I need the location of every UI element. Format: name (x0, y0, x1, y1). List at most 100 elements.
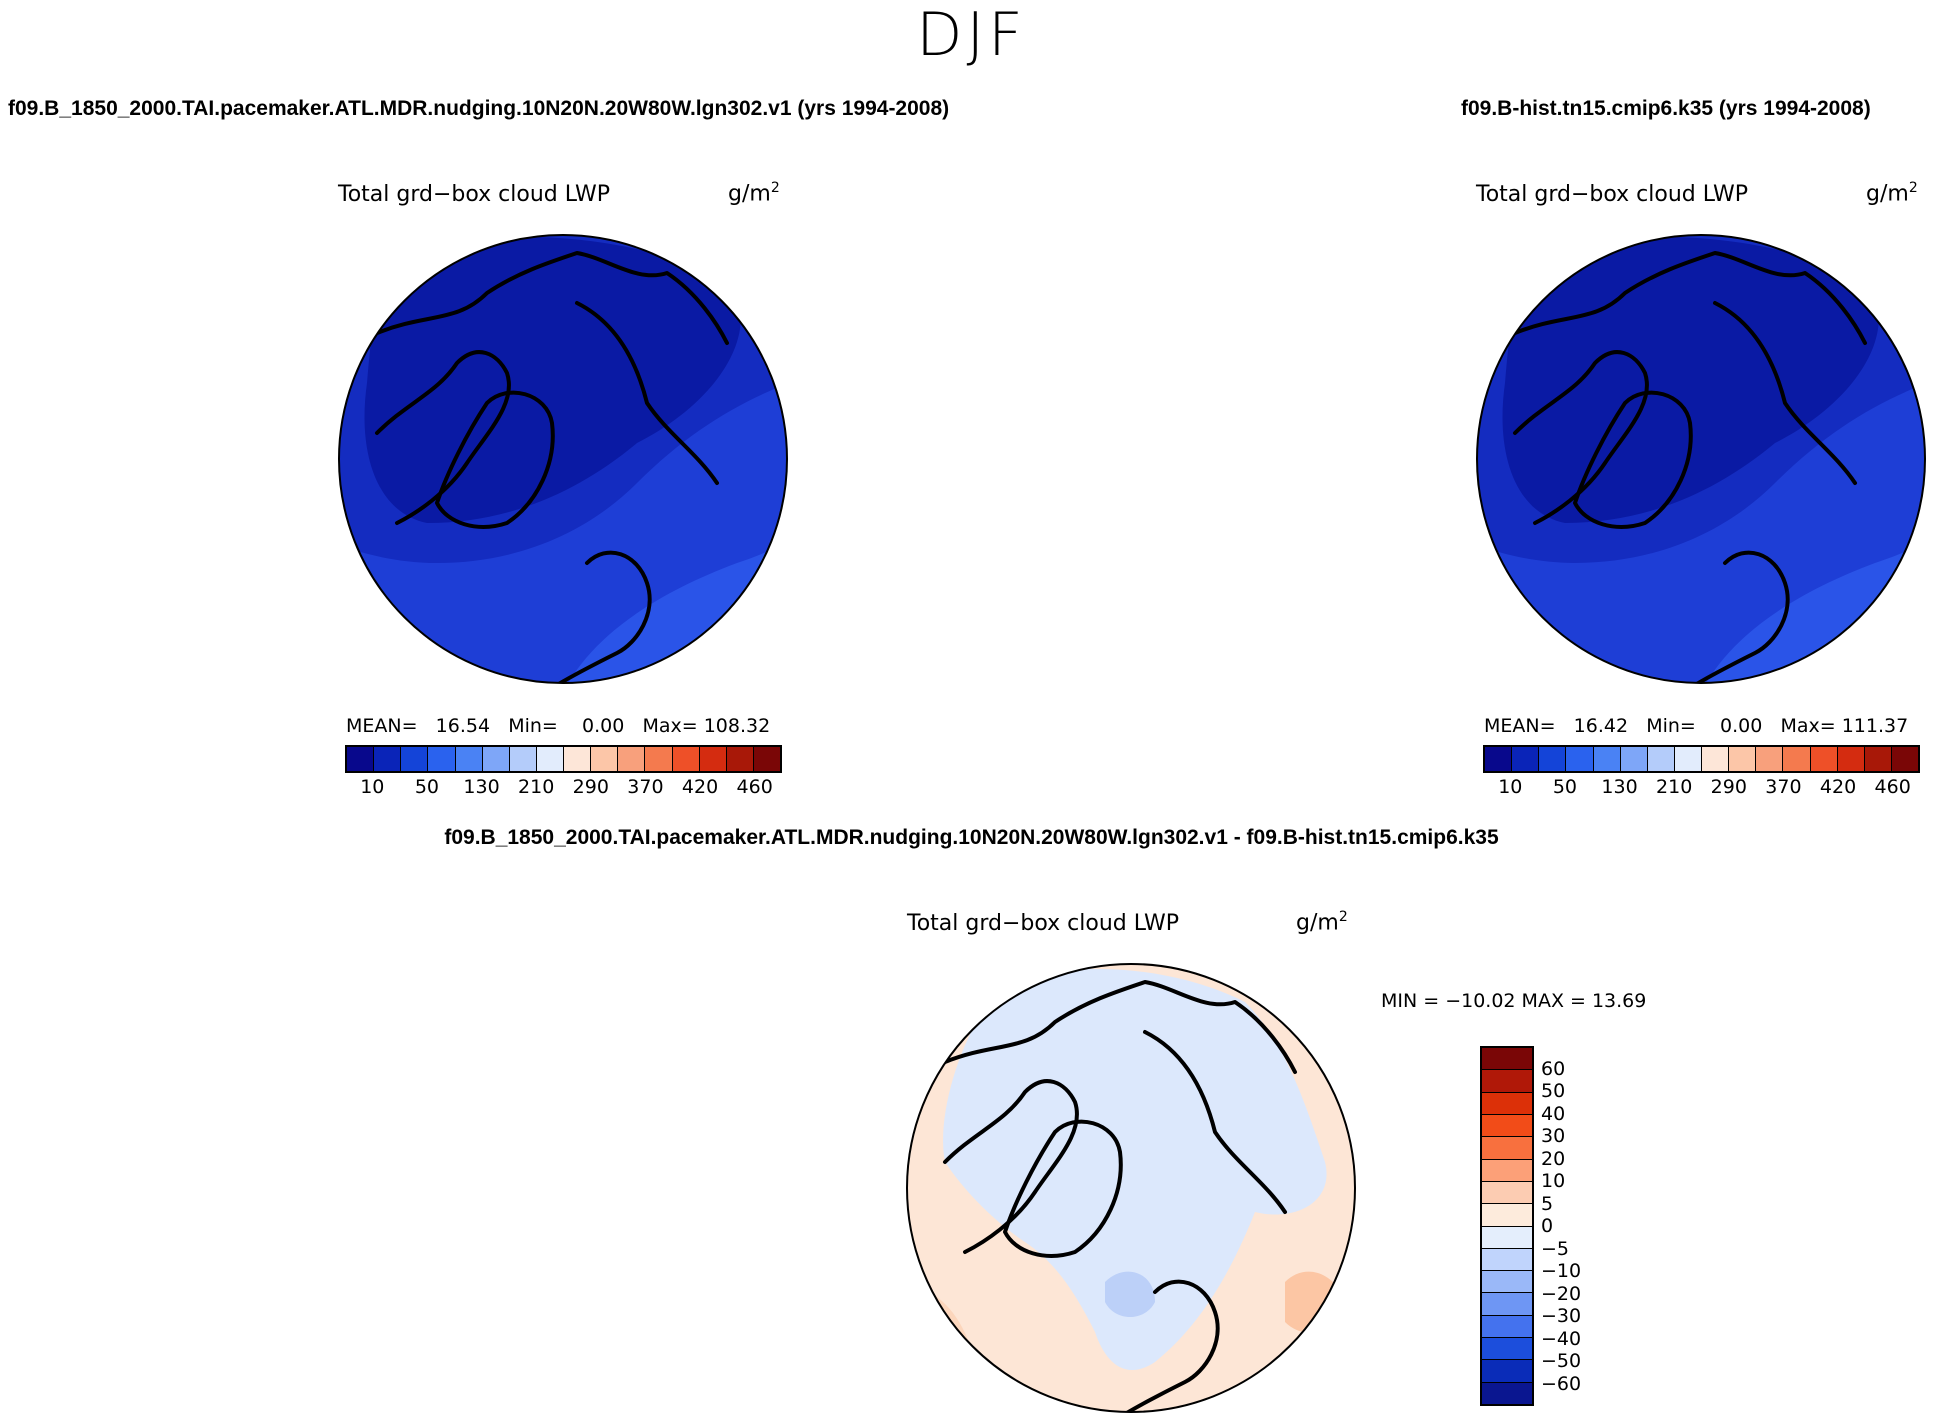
diff-colorbar-tick: −40 (1541, 1327, 1582, 1350)
left-stats: MEAN= 16.54 Min= 0.00 Max= 108.32 (346, 715, 771, 737)
left-polar-map (338, 234, 788, 684)
left-colorbar-tick: 460 (736, 776, 773, 798)
diff-colorbar-tick: −5 (1541, 1237, 1570, 1260)
diff-colorbar-segment (1482, 1315, 1532, 1339)
right-colorbar-segment (1837, 747, 1865, 771)
diff-map-negative-patch (1105, 1271, 1155, 1317)
left-colorbar-segment (645, 747, 673, 771)
left-colorbar-segment (753, 747, 780, 771)
right-units-label: g/m2 (1866, 180, 1918, 207)
diff-colorbar-segment (1482, 1248, 1532, 1272)
left-colorbar (345, 745, 782, 773)
diff-colorbar-tick: −50 (1541, 1350, 1582, 1372)
right-stats: MEAN= 16.42 Min= 0.00 Max= 111.37 (1484, 715, 1909, 737)
diff-colorbar-tick: −30 (1541, 1305, 1582, 1327)
diff-map-border (906, 963, 1356, 1413)
right-map-coastline-canada (1513, 350, 1649, 525)
right-colorbar (1483, 745, 1920, 773)
left-colorbar-segment (726, 747, 754, 771)
diff-colorbar-segment (1482, 1271, 1532, 1294)
right-colorbar-segment (1810, 747, 1838, 771)
left-colorbar-segment (374, 747, 402, 771)
right-map-border (1476, 234, 1926, 684)
left-colorbar-ticks: 10 50 130 210 290 370 420 460 (345, 776, 782, 800)
left-colorbar-segment (509, 747, 537, 771)
right-colorbar-segment (1729, 747, 1757, 771)
left-case-title: f09.B_1850_2000.TAI.pacemaker.ATL.MDR.nu… (8, 97, 950, 120)
left-colorbar-tick: 420 (681, 776, 719, 798)
right-colorbar-tick: 290 (1710, 776, 1747, 798)
left-map-coastline-asia (375, 251, 729, 345)
diff-colorbar-segment (1482, 1114, 1532, 1138)
season-title: DJF (916, 0, 1027, 70)
right-variable-label: Total grd−box cloud LWP (1476, 182, 1748, 207)
left-colorbar-tick: 50 (414, 776, 440, 798)
left-map-coastline-canada (375, 350, 511, 525)
diff-colorbar-segment (1482, 1293, 1532, 1316)
left-colorbar-segment (672, 747, 700, 771)
diff-colorbar-segment (1482, 1382, 1532, 1404)
diff-map-coastline-europe (1123, 1279, 1220, 1412)
left-colorbar-segment (536, 747, 564, 771)
right-colorbar-segment (1512, 747, 1540, 771)
diff-colorbar-tick: 20 (1541, 1147, 1566, 1170)
right-colorbar-segment (1593, 747, 1621, 771)
left-colorbar-tick: 210 (518, 776, 555, 798)
left-units-label: g/m2 (728, 180, 780, 207)
right-colorbar-segment (1539, 747, 1567, 771)
left-colorbar-segment (482, 747, 510, 771)
diff-colorbar-ticks: 60 50 40 30 20 10 5 0 −5 −10 −20 −30 −40 −50 −60 (1541, 1046, 1611, 1406)
right-colorbar-segment (1647, 747, 1675, 771)
diff-map-coastline-canada (943, 1079, 1079, 1254)
left-colorbar-tick: 130 (463, 776, 500, 798)
diff-colorbar (1480, 1046, 1534, 1406)
diff-colorbar-segment (1482, 1137, 1532, 1160)
right-map-coastline-russia (1713, 301, 1857, 485)
right-map-coastline-asia (1513, 251, 1867, 345)
right-colorbar-tick: 370 (1765, 776, 1802, 798)
right-colorbar-tick: 420 (1819, 776, 1857, 798)
diff-colorbar-segment (1482, 1360, 1532, 1383)
left-colorbar-segment (428, 747, 456, 771)
diff-colorbar-tick: 10 (1541, 1170, 1566, 1192)
right-colorbar-tick: 210 (1656, 776, 1693, 798)
diff-colorbar-tick: −20 (1541, 1282, 1582, 1305)
right-colorbar-tick: 10 (1498, 776, 1523, 798)
left-map-coastline-greenland (435, 390, 555, 529)
left-map-border (338, 234, 788, 684)
right-colorbar-segment (1864, 747, 1892, 771)
right-map-coastline-europe (1693, 550, 1790, 683)
diff-case-title: f09.B_1850_2000.TAI.pacemaker.ATL.MDR.nu… (444, 826, 1499, 849)
right-colorbar-segment (1674, 747, 1702, 771)
left-variable-label: Total grd−box cloud LWP (338, 182, 610, 207)
diff-map-coastline-asia (943, 980, 1297, 1074)
diff-colorbar-tick: 40 (1541, 1102, 1566, 1125)
diff-colorbar-segment (1482, 1338, 1532, 1361)
right-colorbar-segment (1756, 747, 1784, 771)
diff-colorbar-segment (1482, 1226, 1532, 1249)
left-colorbar-segment (347, 747, 375, 771)
right-colorbar-tick: 460 (1874, 776, 1911, 798)
left-colorbar-tick: 290 (572, 776, 609, 798)
left-colorbar-tick: 370 (627, 776, 664, 798)
right-colorbar-segment (1620, 747, 1648, 771)
diff-map-coastline-greenland (1003, 1119, 1123, 1258)
diff-variable-label: Total grd−box cloud LWP (907, 911, 1179, 936)
left-colorbar-segment (618, 747, 646, 771)
diff-colorbar-tick: −10 (1541, 1260, 1582, 1282)
left-colorbar-segment (564, 747, 592, 771)
diff-colorbar-tick: 30 (1541, 1125, 1566, 1147)
right-colorbar-segment (1783, 747, 1811, 771)
left-colorbar-tick: 10 (360, 776, 385, 798)
right-colorbar-segment (1566, 747, 1594, 771)
right-colorbar-tick: 50 (1552, 776, 1578, 798)
left-map-coastline-europe (555, 550, 652, 683)
right-colorbar-ticks: 10 50 130 210 290 370 420 460 (1483, 776, 1920, 800)
right-polar-map (1476, 234, 1926, 684)
left-colorbar-segment (699, 747, 727, 771)
diff-polar-map (906, 963, 1356, 1413)
diff-colorbar-segment (1482, 1181, 1532, 1205)
left-colorbar-segment (401, 747, 429, 771)
diff-colorbar-segment (1482, 1070, 1532, 1093)
right-colorbar-segment (1891, 747, 1918, 771)
